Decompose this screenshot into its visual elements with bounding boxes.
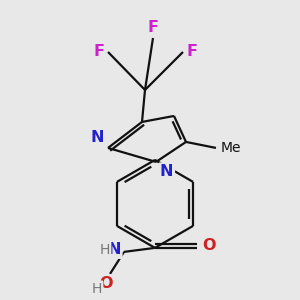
Text: O: O bbox=[202, 238, 215, 253]
Text: F: F bbox=[187, 44, 198, 59]
Text: N: N bbox=[107, 242, 121, 257]
Text: F: F bbox=[148, 20, 158, 35]
Text: H: H bbox=[100, 243, 110, 257]
Text: N: N bbox=[160, 164, 173, 179]
Text: Me: Me bbox=[221, 141, 242, 155]
Text: N: N bbox=[91, 130, 104, 145]
Text: O: O bbox=[100, 276, 113, 291]
Text: F: F bbox=[93, 44, 104, 59]
Text: H: H bbox=[92, 282, 102, 296]
